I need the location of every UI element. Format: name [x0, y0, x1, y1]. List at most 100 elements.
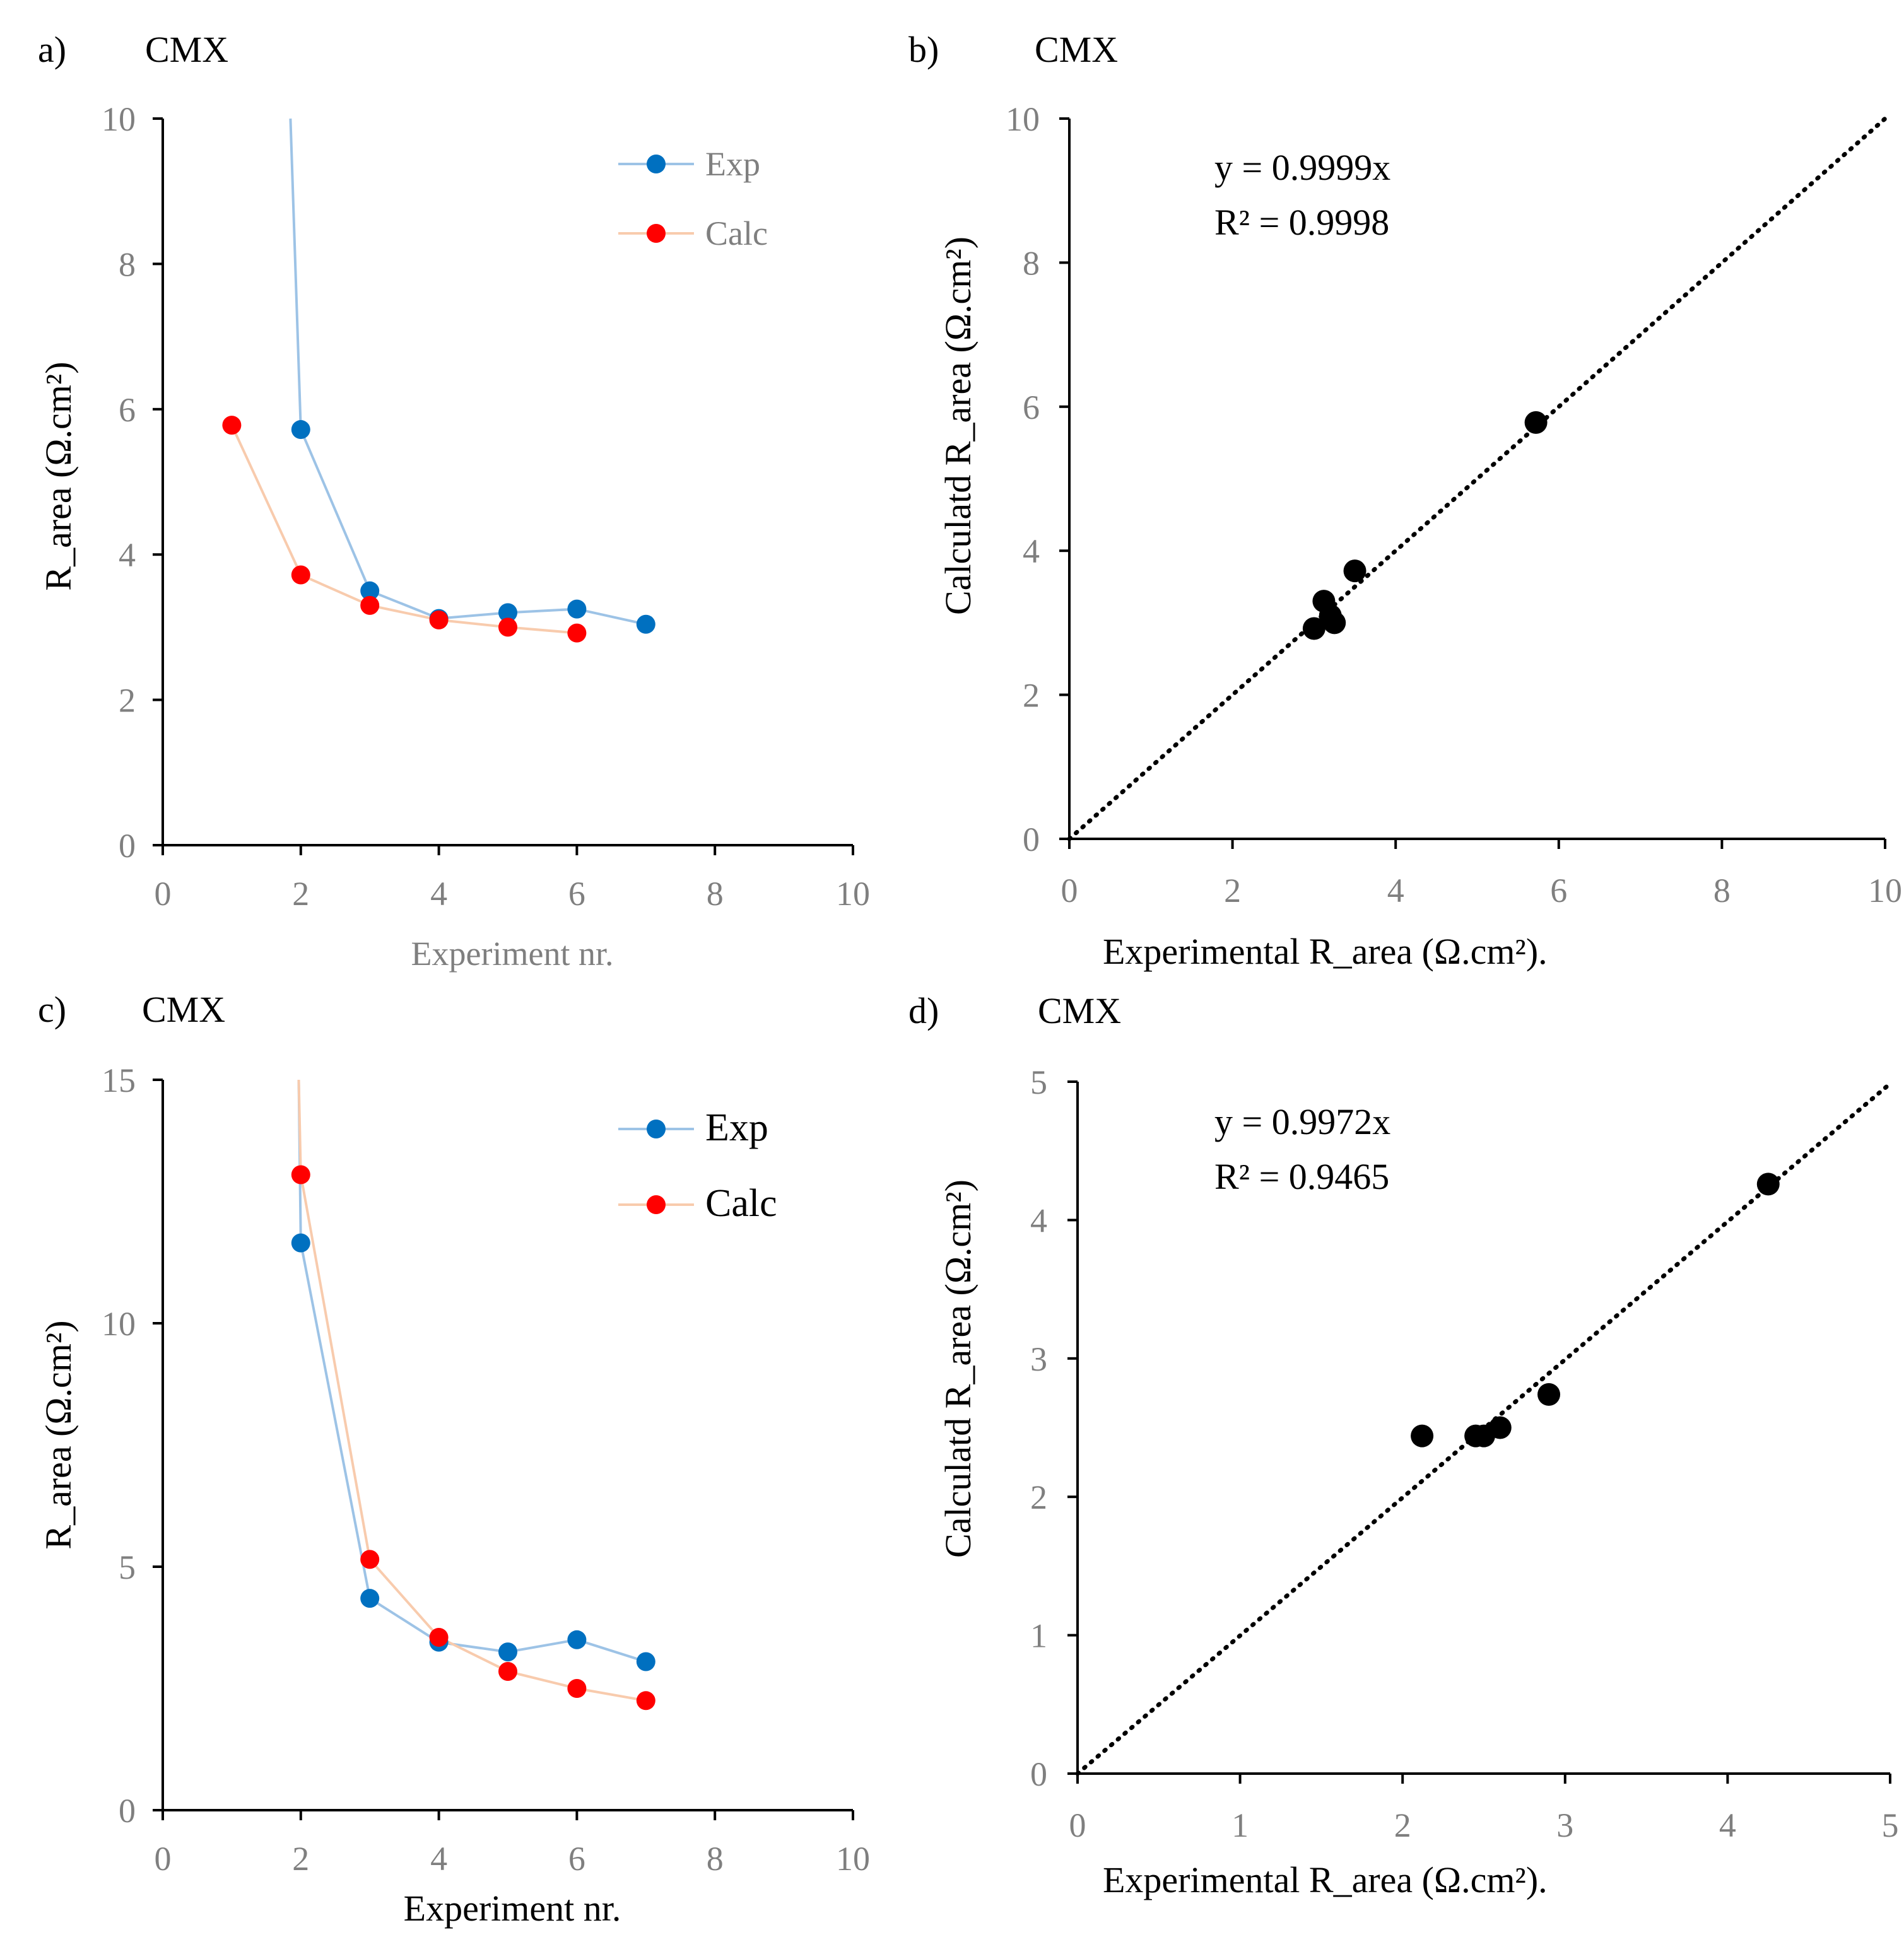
data-point-exp [636, 1652, 655, 1671]
series-line-calc [297, 1079, 647, 1702]
x-tick-label: 10 [836, 875, 870, 913]
x-tick-label: 6 [568, 1840, 585, 1878]
y-tick-label: 6 [1023, 389, 1040, 426]
y-tick-label: 10 [1006, 100, 1040, 138]
data-point-calc [360, 595, 380, 615]
y-tick-label: 0 [119, 1792, 136, 1830]
panel-c-title: CMX [142, 989, 225, 1030]
x-tick-label: 2 [1394, 1806, 1411, 1844]
panel-b-x-axis-label: Experimental R_area (Ω.cm²). [1103, 931, 1548, 972]
panel-d-x-axis-label: Experimental R_area (Ω.cm²). [1103, 1859, 1548, 1900]
x-tick-label: 8 [707, 875, 724, 913]
data-point-calc [567, 623, 587, 643]
x-tick-label: 8 [707, 1840, 724, 1878]
x-tick-label: 0 [155, 875, 172, 913]
y-tick-label: 8 [119, 245, 136, 283]
panel-b-y-axis-label: Calculatd R_area (Ω.cm²) [937, 237, 978, 615]
panel-a-letter: a) [38, 29, 66, 70]
x-tick-label: 0 [155, 1840, 172, 1878]
series-line-exp [297, 1079, 647, 1663]
data-point [1537, 1383, 1561, 1406]
panel-d-plot-area: 0 1 2 3 4 5 0 1 2 3 4 5 [1030, 1063, 1899, 1844]
data-point-calc [291, 565, 310, 585]
data-point-exp [567, 1630, 587, 1649]
data-point-exp [567, 599, 587, 619]
panel-d-title: CMX [1038, 990, 1121, 1031]
y-tick-label: 0 [119, 827, 136, 865]
panel-a-title: CMX [145, 29, 228, 70]
y-tick-label: 2 [1030, 1478, 1047, 1516]
y-tick-label: 10 [102, 100, 136, 138]
data-point-exp [498, 1642, 517, 1662]
x-tick-label: 6 [1550, 872, 1567, 910]
y-tick-label: 2 [1023, 677, 1040, 715]
y-tick-label: 2 [119, 682, 136, 720]
legend-exp-marker [647, 155, 666, 173]
panel-c-line-chart: c) CMX 0 2 4 6 8 10 0 5 10 15 Experiment nr. R_ar… [38, 989, 870, 1929]
legend-exp-marker [647, 1120, 666, 1138]
panel-b-title: CMX [1035, 29, 1118, 70]
data-point-calc [429, 1627, 449, 1647]
x-tick-label: 6 [568, 875, 585, 913]
series-line-calc [230, 424, 577, 635]
panel-c-x-axis-label: Experiment nr. [404, 1888, 621, 1929]
y-tick-label: 10 [102, 1305, 136, 1343]
data-point [1488, 1416, 1512, 1439]
x-tick-label: 10 [836, 1840, 870, 1878]
panel-c-legend-calc: Calc [705, 1182, 777, 1225]
panel-d-letter: d) [908, 990, 939, 1031]
panel-d-trend-equation: y = 0.9972x [1214, 1101, 1390, 1142]
data-point-exp [360, 581, 380, 600]
panel-a-x-axis-label: Experiment nr. [411, 935, 614, 973]
panel-a-legend-calc: Calc [705, 214, 768, 252]
x-tick-label: 4 [430, 1840, 447, 1878]
y-tick-label: 0 [1030, 1755, 1047, 1793]
y-tick-label: 4 [1023, 532, 1040, 570]
data-point [1323, 611, 1346, 635]
y-tick-label: 1 [1030, 1617, 1047, 1655]
y-tick-label: 3 [1030, 1340, 1047, 1378]
y-tick-label: 5 [1030, 1063, 1047, 1101]
panel-c-plot-area: 0 2 4 6 8 10 0 5 10 15 [102, 1062, 870, 1878]
data-point-exp [291, 1233, 310, 1253]
panel-a-legend-exp: Exp [705, 145, 760, 183]
trendline [1067, 116, 1888, 841]
data-point-calc [291, 1165, 310, 1185]
data-point-exp [291, 420, 310, 440]
data-point-calc [498, 617, 517, 637]
x-tick-label: 4 [1719, 1806, 1736, 1844]
panel-b-letter: b) [908, 29, 939, 70]
data-point-exp [360, 1589, 380, 1608]
panel-a-y-axis-label: R_area (Ω.cm²) [38, 361, 79, 590]
y-tick-label: 4 [1030, 1202, 1047, 1239]
data-point-calc [222, 416, 242, 435]
x-tick-label: 0 [1061, 872, 1078, 910]
y-tick-label: 8 [1023, 244, 1040, 282]
panel-c-legend-exp: Exp [705, 1106, 768, 1149]
legend-calc-marker [647, 1195, 666, 1214]
series-line-exp [289, 118, 647, 626]
y-tick-label: 5 [119, 1548, 136, 1586]
y-tick-label: 6 [119, 391, 136, 429]
panel-a-line-chart: a) CMX 0 2 4 6 8 10 0 2 4 6 8 10 Experiment nr. R_a… [38, 29, 870, 973]
panel-c-y-axis-label: R_area (Ω.cm²) [38, 1320, 79, 1549]
data-point-calc [636, 1691, 655, 1711]
data-point-calc [360, 1550, 380, 1569]
panel-c-legend: Exp Calc [618, 1106, 777, 1225]
panel-c-letter: c) [38, 989, 66, 1030]
data-point-exp [636, 614, 655, 634]
data-point [1524, 411, 1548, 434]
x-tick-label: 3 [1556, 1806, 1573, 1844]
x-tick-label: 8 [1713, 872, 1731, 910]
data-point-calc [429, 610, 449, 629]
data-point-calc [498, 1661, 517, 1681]
panel-b-plot-area: 0 2 4 6 8 10 0 2 4 6 8 10 [1006, 100, 1902, 910]
data-point [1343, 559, 1366, 583]
x-tick-label: 2 [1224, 872, 1241, 910]
x-tick-label: 2 [292, 1840, 309, 1878]
x-tick-label: 2 [292, 875, 309, 913]
panel-b-trend-r2: R² = 0.9998 [1214, 202, 1389, 243]
data-point-calc [567, 1679, 587, 1698]
data-point [1302, 617, 1325, 640]
